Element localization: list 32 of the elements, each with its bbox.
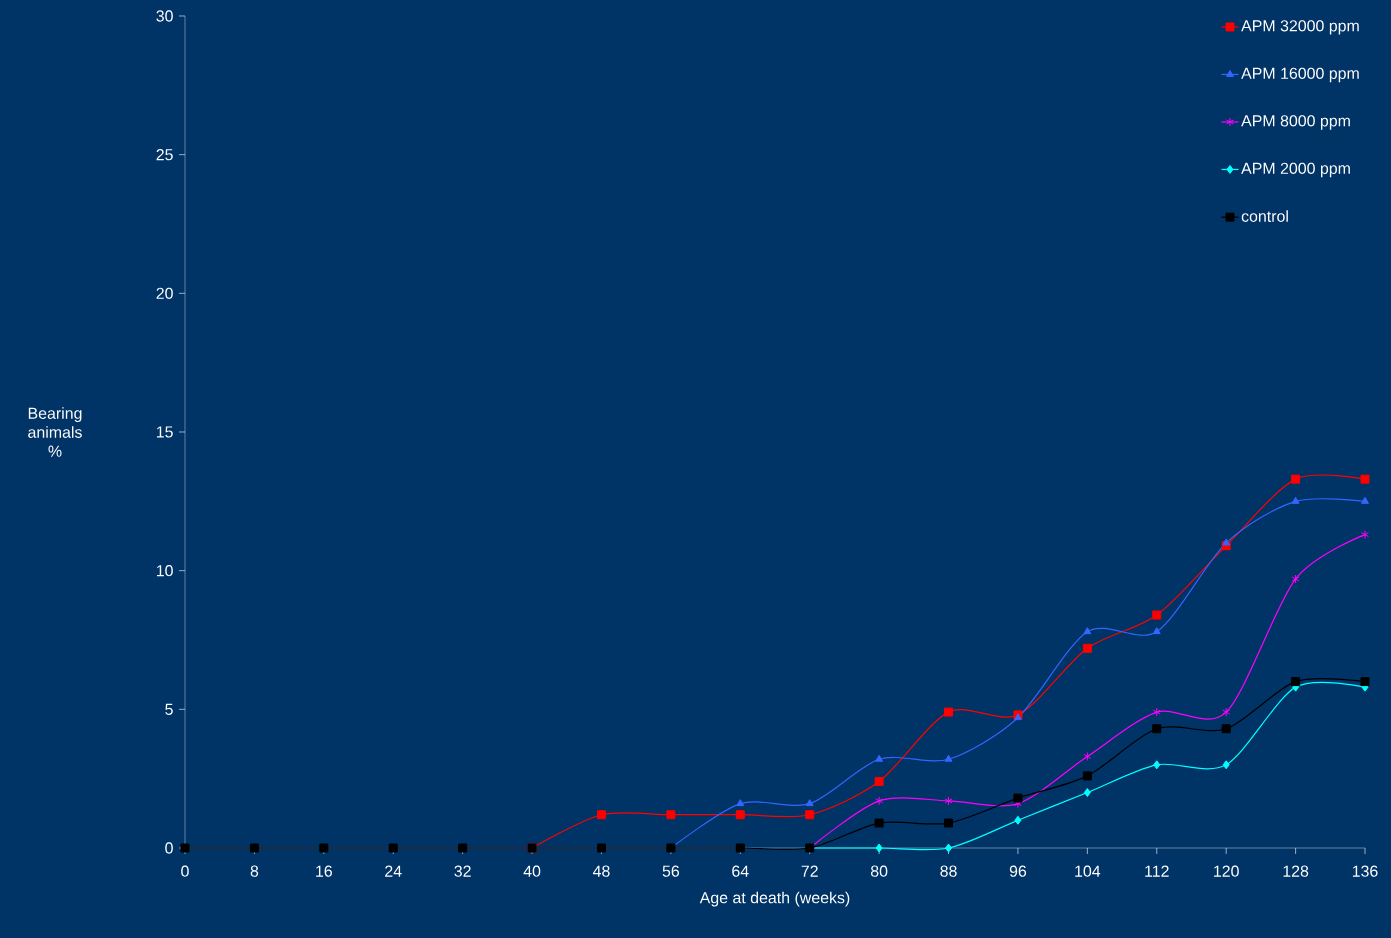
x-tick-label: 136 (1352, 865, 1378, 877)
y-tick-label: 20 (156, 287, 173, 299)
y-tick-label: 10 (156, 565, 173, 577)
x-tick-label: 24 (385, 865, 402, 877)
legend-label: APM 32000 ppm (1241, 20, 1359, 35)
x-tick-label: 72 (801, 865, 818, 877)
x-tick-label: 128 (1283, 865, 1309, 877)
y-tick-label: 0 (165, 842, 173, 854)
x-tick-label: 112 (1145, 865, 1169, 877)
x-tick-label: 0 (181, 865, 189, 877)
x-tick-label: 64 (732, 865, 749, 877)
x-axis-title: Age at death (weeks) (699, 891, 850, 907)
x-tick-label: 88 (940, 865, 957, 877)
y-axis-title: Bearing animals % (28, 407, 82, 457)
legend-label: APM 8000 ppm (1241, 115, 1350, 130)
y-tick-label: 15 (156, 426, 173, 438)
x-tick-label: 96 (1009, 865, 1027, 877)
x-tick-label: 8 (250, 865, 259, 877)
x-tick-label: 48 (592, 865, 610, 877)
x-tick-label: 104 (1075, 865, 1101, 877)
x-tick-label: 32 (454, 865, 471, 877)
x-tick-label: 40 (523, 865, 541, 877)
x-tick-label: 56 (662, 865, 680, 877)
legend-label: APM 16000 ppm (1241, 67, 1359, 83)
y-tick-label: 5 (165, 703, 173, 715)
y-tick-label: 30 (156, 10, 173, 22)
x-tick-label: 120 (1214, 865, 1239, 877)
x-tick-label: 16 (316, 865, 332, 877)
legend-label: control (1241, 210, 1288, 222)
legend-label: APM 2000 ppm (1241, 162, 1350, 178)
x-tick-label: 80 (870, 865, 888, 877)
y-tick-label: 25 (156, 149, 173, 161)
